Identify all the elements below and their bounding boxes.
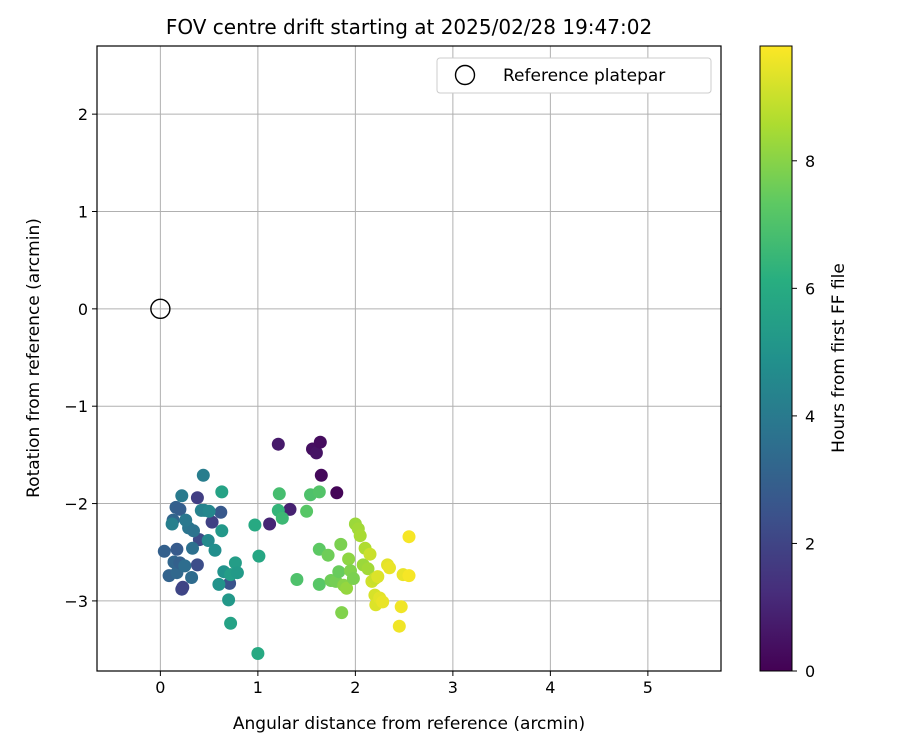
data-point: [363, 547, 377, 561]
data-point: [300, 504, 314, 518]
data-point: [222, 593, 236, 607]
data-point: [176, 580, 190, 594]
data-point: [178, 559, 192, 573]
data-point: [334, 537, 348, 551]
y-tick-label: 0: [78, 300, 88, 319]
data-point: [165, 517, 179, 531]
y-tick-label: −1: [64, 397, 88, 416]
data-point: [335, 606, 349, 620]
colorbar-label: Hours from first FF file: [829, 263, 849, 453]
colorbar-tick-label: 8: [805, 152, 815, 171]
data-point: [187, 524, 200, 538]
data-point: [309, 446, 323, 460]
data-point: [342, 552, 356, 566]
x-axis-label: Angular distance from reference (arcmin): [233, 714, 585, 734]
legend-box: [436, 57, 712, 94]
data-point: [313, 435, 327, 449]
data-point: [190, 491, 204, 505]
plot-frame: [96, 45, 722, 672]
data-point: [290, 573, 304, 586]
data-point: [212, 577, 226, 591]
colorbar-ticks: 0 2 4 6 8: [792, 152, 815, 681]
data-point: [392, 619, 406, 633]
x-tick-label: 4: [545, 678, 555, 697]
x-tick-label: 1: [253, 678, 263, 697]
data-point: [175, 489, 189, 503]
data-point: [196, 468, 210, 482]
x-tick-label: 5: [643, 678, 653, 697]
data-point: [312, 577, 326, 591]
data-point: [314, 468, 328, 482]
data-point: [376, 595, 390, 609]
colorbar-tick-label: 4: [805, 407, 815, 426]
y-tick-label: −2: [64, 495, 88, 514]
data-point: [228, 556, 242, 570]
data-point: [179, 513, 193, 527]
x-tick-label: 2: [350, 678, 360, 697]
y-axis-ticks: −3 −2 −1 0 1 2: [64, 105, 97, 611]
data-point: [263, 517, 277, 531]
data-point: [224, 616, 238, 630]
colorbar-tick-label: 2: [805, 534, 815, 553]
data-point: [332, 565, 346, 579]
data-point: [283, 502, 297, 516]
y-tick-label: −3: [64, 592, 88, 611]
chart-title: FOV centre drift starting at 2025/02/28 …: [166, 15, 652, 39]
data-point: [202, 504, 216, 518]
reference-platepar-marker: [150, 298, 171, 320]
legend: Reference platepar: [436, 57, 712, 94]
colorbar-tick-label: 6: [805, 279, 815, 298]
colorbar-gradient: [759, 45, 793, 672]
legend-label: Reference platepar: [503, 66, 665, 86]
data-point: [230, 566, 244, 580]
y-tick-label: 1: [78, 202, 88, 221]
data-point: [173, 502, 187, 516]
data-point: [251, 647, 265, 660]
colorbar: 0 2 4 6 8 Hours from first FF file: [759, 45, 849, 681]
data-point: [275, 511, 289, 525]
data-point: [170, 542, 184, 556]
data-point: [186, 541, 199, 555]
data-point: [340, 581, 354, 595]
data-point: [272, 487, 286, 501]
data-point: [371, 570, 385, 584]
data-point: [394, 600, 408, 614]
data-point: [201, 534, 215, 547]
y-tick-label: 2: [78, 105, 88, 124]
y-axis-label: Rotation from reference (arcmin): [24, 218, 44, 498]
x-axis-ticks: 0 1 2 3 4 5: [155, 671, 653, 697]
data-point: [330, 486, 344, 500]
data-point: [205, 515, 219, 529]
data-point: [346, 572, 360, 585]
data-point: [252, 549, 266, 563]
data-point: [312, 485, 326, 499]
grid-lines: [97, 46, 721, 671]
data-point: [353, 529, 367, 543]
x-tick-label: 3: [448, 678, 458, 697]
data-point: [185, 571, 199, 584]
data-point: [402, 569, 416, 583]
data-point: [215, 485, 229, 499]
colorbar-tick-label: 0: [805, 662, 815, 681]
data-point: [157, 544, 171, 558]
data-point: [190, 558, 204, 572]
data-points: [157, 435, 416, 660]
legend-marker-open-circle: [454, 64, 476, 86]
x-tick-label: 0: [155, 678, 165, 697]
data-point: [321, 548, 335, 562]
data-point: [248, 518, 262, 532]
data-point: [215, 524, 229, 538]
data-point: [383, 561, 396, 575]
data-point: [402, 530, 416, 544]
data-point: [208, 543, 222, 557]
data-point: [214, 505, 228, 519]
data-point: [361, 562, 375, 576]
reference-layer: [150, 298, 171, 320]
data-point: [271, 437, 285, 451]
